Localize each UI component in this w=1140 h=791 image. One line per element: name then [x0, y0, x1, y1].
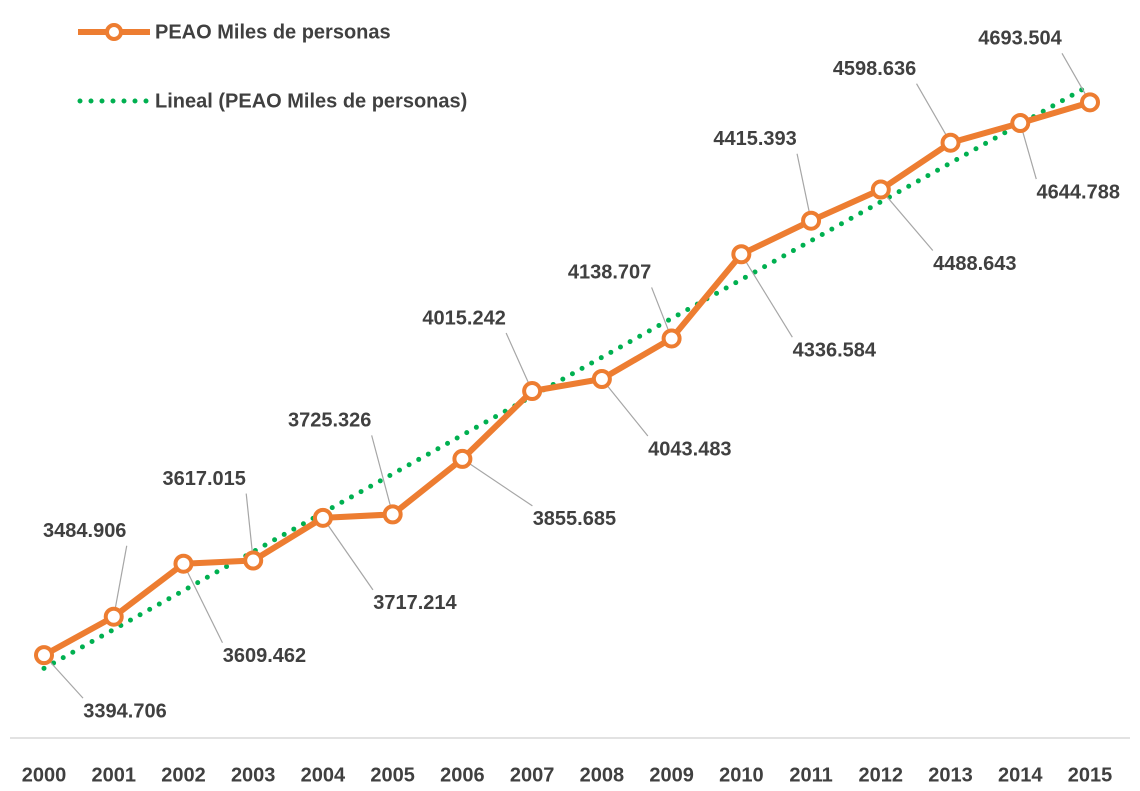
data-label: 3725.326 [288, 410, 371, 432]
leader-line [916, 83, 952, 144]
x-tick-label: 2007 [510, 764, 555, 786]
marker [452, 448, 473, 469]
data-label: 4598.636 [833, 58, 916, 80]
marker [382, 504, 403, 525]
leader-line [113, 545, 128, 617]
x-tick-label: 2010 [719, 764, 764, 786]
data-label: 4043.483 [648, 438, 731, 460]
trendline [41, 82, 1093, 671]
data-label: 4644.788 [1037, 181, 1120, 203]
x-tick-label: 2004 [301, 764, 346, 786]
leader-line [371, 435, 394, 515]
x-tick-label: 2008 [580, 764, 625, 786]
x-tick-label: 2011 [789, 764, 832, 786]
data-label: 4488.643 [933, 253, 1016, 275]
marker [940, 132, 961, 153]
marker [1080, 92, 1100, 113]
leader-line [601, 378, 649, 437]
legend-marker [105, 23, 123, 41]
marker [103, 606, 124, 627]
x-tick-label: 2015 [1068, 764, 1113, 786]
series-line [42, 99, 1091, 658]
legend-label: Lineal (PEAO Miles de personas) [155, 90, 467, 112]
marker [591, 368, 612, 389]
marker [522, 381, 543, 402]
marker [312, 507, 333, 528]
leader-line [245, 493, 254, 561]
x-tick-label: 2005 [370, 764, 415, 786]
leader-line [505, 332, 533, 392]
data-label: 3394.706 [83, 700, 166, 722]
leader-line [322, 517, 374, 591]
marker [661, 328, 682, 349]
data-label: 3484.906 [43, 520, 126, 542]
data-label: 3617.015 [162, 468, 245, 490]
leader-line [796, 153, 812, 221]
x-tick-label: 2001 [91, 764, 136, 786]
data-label: 3855.685 [533, 508, 616, 530]
x-tick-label: 2009 [649, 764, 694, 786]
x-tick-label: 2003 [231, 764, 276, 786]
marker [1010, 113, 1031, 134]
x-tick-label: 2002 [161, 764, 206, 786]
x-tick-label: 2012 [859, 764, 904, 786]
x-tick-label: 2013 [928, 764, 973, 786]
data-label: 4138.707 [568, 262, 651, 284]
marker [34, 645, 54, 666]
legend-label: PEAO Miles de personas [155, 21, 391, 43]
data-label: 4693.504 [978, 28, 1062, 50]
x-tick-label: 2006 [440, 764, 485, 786]
marker [731, 244, 752, 265]
data-label: 4415.393 [713, 128, 796, 150]
leader-line [740, 253, 793, 338]
marker [870, 179, 891, 200]
leader-line [462, 458, 533, 507]
x-tick-label: 2014 [998, 764, 1043, 786]
marker [243, 550, 264, 571]
data-label: 4336.584 [793, 340, 877, 362]
data-label: 4015.242 [422, 307, 505, 329]
data-label: 3717.214 [373, 592, 457, 614]
data-label: 3609.462 [223, 645, 306, 667]
marker [801, 210, 822, 231]
marker [173, 553, 194, 574]
x-tick-label: 2000 [22, 764, 67, 786]
leader-line [880, 189, 934, 251]
leader-line [182, 563, 224, 643]
